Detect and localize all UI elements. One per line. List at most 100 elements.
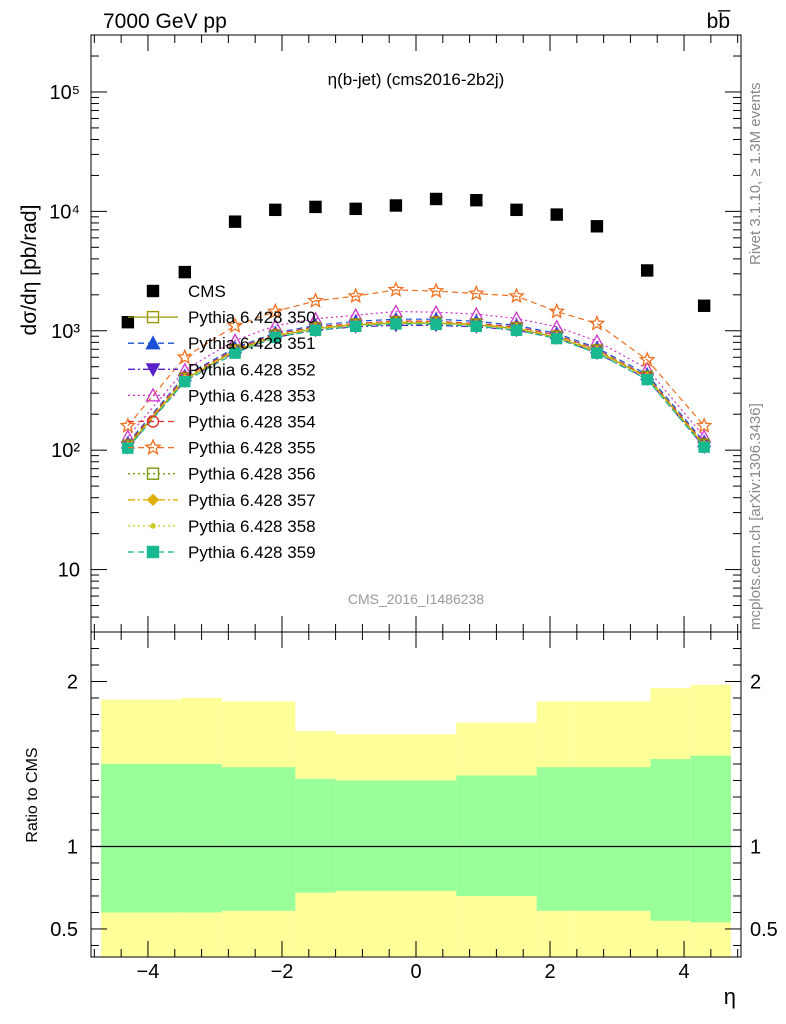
data-point xyxy=(591,347,603,359)
ratio-y-tick-label: 2 xyxy=(67,671,78,693)
mcplots-label: mcplots.cern.ch [arXiv:1306.3436] xyxy=(747,403,764,630)
data-point xyxy=(508,287,525,304)
data-point xyxy=(470,320,483,332)
series-line xyxy=(127,322,705,448)
series-line xyxy=(127,323,705,449)
ratio-y-tick-label-right: 2 xyxy=(750,671,761,693)
main-title: η(b-jet) (cms2016-2b2j) xyxy=(328,70,505,89)
legend-item: Pythia 6.428 357 xyxy=(128,491,316,510)
y-axis-label: dσ/dη [pb/rad] xyxy=(18,205,41,336)
data-point xyxy=(309,200,322,214)
legend-label: Pythia 6.428 355 xyxy=(188,439,316,458)
data-point xyxy=(390,318,402,330)
data-point xyxy=(307,292,324,308)
legend-marker xyxy=(145,335,161,350)
ratio-y-tick-label: 0.5 xyxy=(50,919,78,941)
legend-label: Pythia 6.428 352 xyxy=(188,360,316,379)
legend-item: Pythia 6.428 352 xyxy=(128,360,316,379)
data-point xyxy=(119,417,137,433)
legend-item: Pythia 6.428 351 xyxy=(128,334,316,353)
series-line xyxy=(127,310,705,437)
legend-label: Pythia 6.428 353 xyxy=(188,386,316,405)
data-point xyxy=(179,375,191,388)
data-point xyxy=(510,203,523,217)
x-tick-label: 4 xyxy=(678,961,689,983)
series-0 xyxy=(121,192,711,329)
ratio-panel: 0.5 0.5 1 1 2 2 −4 −2 0 2 4 Ratio to CMS η xyxy=(24,631,778,1009)
main-content xyxy=(119,192,713,455)
legend-label: Pythia 6.428 351 xyxy=(188,334,316,353)
series-line xyxy=(127,324,705,448)
data-point xyxy=(698,441,710,453)
watermark: CMS_2016_I1486238 xyxy=(348,591,484,607)
data-point xyxy=(226,317,244,333)
data-point xyxy=(178,265,192,279)
legend-item: Pythia 6.428 353 xyxy=(128,386,316,405)
series-10 xyxy=(122,318,710,454)
main-panel: 10 10² 10³ 10⁴ 10⁵ η(b-jet) (cms2016-2b2j) C… xyxy=(18,34,742,633)
data-point xyxy=(550,208,563,221)
legend-marker xyxy=(146,467,160,480)
legend-item: Pythia 6.428 354 xyxy=(128,413,316,432)
legend-label: CMS xyxy=(188,282,226,301)
legend-marker xyxy=(145,387,161,402)
y-tick-label: 10⁴ xyxy=(49,201,80,223)
data-point xyxy=(430,318,442,331)
x-tick-label: −4 xyxy=(137,961,160,983)
uncertainty-band-inner xyxy=(536,767,571,911)
data-point xyxy=(347,287,364,304)
legend-label: Pythia 6.428 350 xyxy=(188,308,316,327)
uncertainty-band-inner xyxy=(295,778,336,893)
legend-label: Pythia 6.428 359 xyxy=(188,543,316,562)
uncertainty-band-inner xyxy=(335,780,416,892)
series-line xyxy=(127,321,705,447)
legend-item: Pythia 6.428 358 xyxy=(128,517,316,536)
uncertainty-band-inner xyxy=(416,780,457,892)
legend-item: Pythia 6.428 350 xyxy=(128,308,316,327)
uncertainty-band-inner xyxy=(221,767,296,911)
energy-label: 7000 GeV pp xyxy=(103,10,227,33)
data-point xyxy=(590,220,604,233)
data-point xyxy=(121,315,135,329)
legend-marker xyxy=(145,363,161,377)
y-tick-label: 10² xyxy=(51,440,80,462)
ratio-y-tick-label-right: 0.5 xyxy=(750,919,778,941)
legend-label: Pythia 6.428 357 xyxy=(188,491,316,510)
series-line xyxy=(127,318,705,444)
ratio-y-label: Ratio to CMS xyxy=(24,747,41,842)
data-point xyxy=(269,331,281,344)
process-label: bb̅ xyxy=(707,10,732,33)
legend-label: Pythia 6.428 358 xyxy=(188,517,316,536)
uncertainty-band-inner xyxy=(690,755,731,923)
legend-item: CMS xyxy=(146,282,226,301)
series-line xyxy=(127,320,705,445)
legend: CMS Pythia 6.428 350 Pythia 6.428 351 Pythi… xyxy=(128,282,316,562)
legend-label: Pythia 6.428 354 xyxy=(188,413,316,432)
data-point xyxy=(551,332,563,345)
uncertainty-band-inner xyxy=(650,759,691,921)
legend-marker xyxy=(146,284,160,298)
data-point xyxy=(427,282,445,299)
data-point xyxy=(309,324,322,336)
legend-marker xyxy=(144,438,162,456)
y-tick-label: 10³ xyxy=(51,321,80,343)
data-point xyxy=(638,351,656,367)
main-axis-ticks: 10 10² 10³ 10⁴ 10⁵ xyxy=(49,34,741,633)
legend-marker xyxy=(146,545,160,559)
x-tick-label: 2 xyxy=(544,961,555,983)
data-point xyxy=(510,324,523,336)
legend-marker xyxy=(146,493,160,507)
legend-marker xyxy=(146,310,160,324)
x-tick-label: −2 xyxy=(271,961,294,983)
data-point xyxy=(269,203,282,217)
uncertainty-band-inner xyxy=(181,763,222,913)
legend-item: Pythia 6.428 356 xyxy=(128,465,316,484)
data-point xyxy=(176,348,194,365)
data-point xyxy=(349,320,362,332)
legend-marker xyxy=(146,415,160,428)
data-point xyxy=(697,299,711,312)
data-point xyxy=(641,373,653,386)
data-point xyxy=(229,347,241,359)
uncertainty-band-inner xyxy=(570,767,651,911)
